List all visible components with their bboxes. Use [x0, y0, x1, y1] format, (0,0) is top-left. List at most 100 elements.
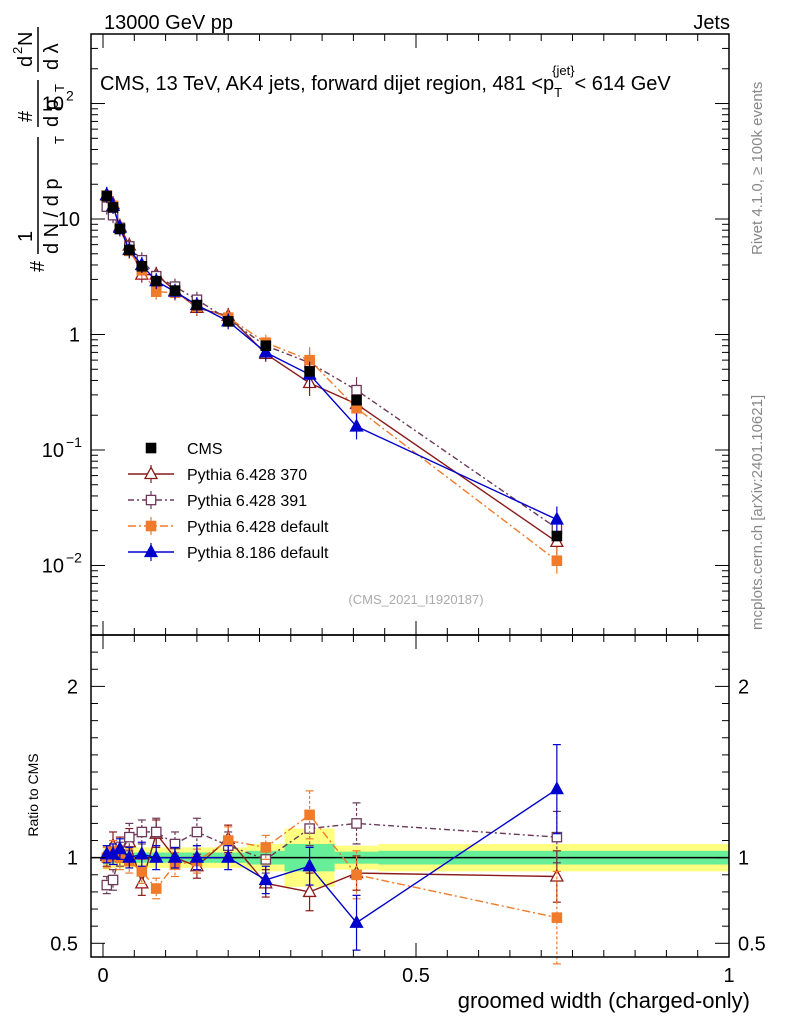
ratio-tick-label-left: 0.5 [50, 933, 78, 955]
rivet-version-note: Rivet 4.1.0, ≥ 100k events [749, 82, 766, 255]
legend-marker-1 [143, 466, 159, 480]
x-tick-label: 1 [723, 965, 734, 987]
ratio-point-3 [149, 849, 164, 863]
ylabel-frac-den: d N / d p [41, 178, 63, 254]
cms-data-point [260, 340, 272, 352]
ratio-point-3 [189, 849, 204, 863]
ratio-point-2 [260, 842, 272, 853]
cms-data-point [222, 316, 234, 327]
ratio-frame [90, 634, 730, 958]
ratio-point-3 [167, 849, 183, 863]
ratio-point-3 [112, 841, 127, 855]
legend-label-1: Pythia 6.428 370 [187, 467, 307, 484]
ratio-y-label: Ratio to CMS [25, 753, 41, 836]
cms-data-point [136, 260, 148, 272]
legend-label-4: Pythia 8.186 default [187, 545, 329, 562]
legend-label-0: CMS [187, 441, 223, 458]
ratio-point-1 [150, 826, 162, 838]
y-tick-label: 10 [42, 555, 64, 577]
header-left: 13000 GeV pp [104, 12, 233, 34]
cms-data-point [551, 530, 563, 542]
ratio-point-3 [302, 858, 317, 872]
ratio-point-3 [349, 914, 364, 928]
ylabel-frac-num: 1 [15, 231, 37, 242]
ratio-point-1 [191, 826, 203, 838]
cms-data-point [114, 223, 126, 235]
y-tick-label: 10 [58, 209, 80, 231]
ratio-point-1 [107, 874, 119, 886]
series-point-3 [549, 511, 564, 525]
series-point-1 [351, 384, 362, 396]
cms-data-point [169, 285, 181, 296]
y-tick-label: 10 [42, 440, 64, 462]
cms-data-point [191, 299, 203, 311]
ylabel-hash1: # [27, 260, 49, 272]
legend-label-2: Pythia 6.428 391 [187, 493, 307, 510]
y-tick-label-exp: −1 [66, 434, 82, 450]
series-line-0 [106, 195, 558, 543]
title-end: < 614 GeV [575, 73, 672, 95]
ylabel-hash2: # [15, 110, 37, 122]
x-tick-label: 0 [97, 965, 108, 987]
cms-data-point [101, 190, 113, 202]
ratio-point-2 [351, 869, 362, 881]
ratio-tick-label-right: 1 [738, 848, 749, 870]
y-tick-label-exp: −2 [66, 549, 82, 565]
y-tick-label: 1 [69, 325, 80, 347]
cms-data-point [351, 394, 362, 406]
ratio-point-3 [221, 849, 236, 863]
ratio-point-2 [551, 912, 563, 923]
cms-data-point [304, 366, 315, 377]
ratio-tick-label-left: 1 [67, 848, 78, 870]
title-sup: {jet} [552, 63, 575, 78]
mcplots-note: mcplots.cern.ch [arXiv:2401.10621] [749, 395, 766, 630]
ratio-point-3 [258, 871, 273, 886]
ylabel-t1: T [52, 136, 67, 144]
ratio-point-0 [302, 883, 317, 898]
ratio-tick-label-right: 2 [738, 676, 749, 698]
ylabel-den1: d p [41, 99, 63, 127]
chart-title: CMS, 13 TeV, AK4 jets, forward dijet reg… [100, 63, 671, 100]
title-sub: T [554, 85, 562, 100]
series-point-2 [551, 555, 563, 567]
cms-data-point [124, 244, 135, 256]
x-tick-label: 0.5 [402, 965, 430, 987]
ratio-point-0 [549, 868, 564, 882]
ratio-tick-label-right: 0.5 [738, 933, 766, 955]
x-axis-label: groomed width (charged-only) [458, 988, 750, 1013]
legend-marker-2 [145, 494, 157, 506]
ylabel-n: N [15, 32, 37, 46]
legend-marker-4 [143, 544, 159, 558]
ratio-point-2 [150, 883, 162, 894]
ratio-point-3 [549, 781, 564, 795]
ratio-point-1 [124, 831, 135, 843]
legend-marker-3 [145, 520, 157, 532]
header-right: Jets [693, 12, 730, 34]
ratio-point-2 [304, 809, 315, 821]
cms-data-point [107, 202, 119, 213]
y-axis-label: # 1 d N / d p T # d p T d 2 N d λ [10, 27, 67, 272]
series-point-3 [349, 418, 364, 432]
ratio-point-1 [351, 818, 362, 829]
ratio-point-3 [122, 849, 137, 863]
ylabel-sup2: 2 [10, 47, 25, 54]
cms-data-point [150, 275, 162, 287]
ylabel-num: d [15, 56, 37, 67]
ratio-point-1 [136, 826, 148, 838]
ratio-point-2 [222, 835, 234, 846]
ratio-point-2 [136, 866, 148, 877]
series-line-3 [106, 194, 558, 521]
series-point-3 [258, 344, 273, 358]
legend-marker-0 [145, 442, 157, 454]
ylabel-dl: d λ [41, 43, 63, 70]
y-tick-label-exp: 2 [66, 88, 74, 104]
series-line-2 [106, 195, 558, 562]
ratio-tick-label-left: 2 [67, 676, 78, 698]
legend-label-3: Pythia 6.428 default [187, 519, 329, 536]
y-tick-label: 10 [42, 94, 64, 116]
ratio-point-3 [134, 846, 149, 860]
analysis-watermark: (CMS_2021_I1920187) [348, 592, 483, 607]
series-line-1 [106, 206, 558, 529]
ylabel-t2: T [52, 84, 67, 92]
